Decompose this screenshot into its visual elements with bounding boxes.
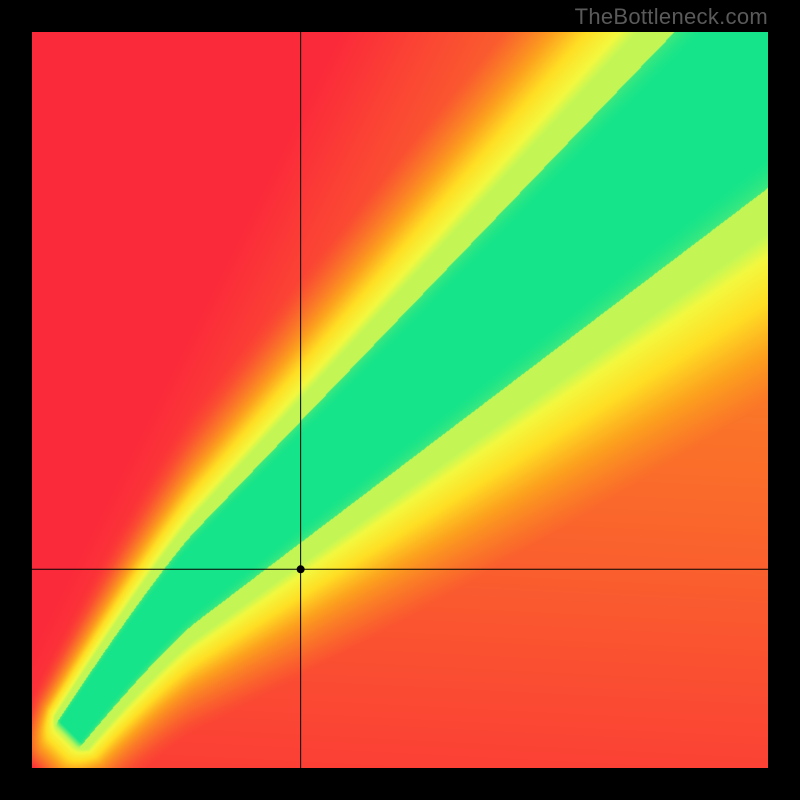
watermark-text: TheBottleneck.com — [575, 4, 768, 30]
chart-container: TheBottleneck.com — [0, 0, 800, 800]
heatmap-canvas — [32, 32, 768, 768]
